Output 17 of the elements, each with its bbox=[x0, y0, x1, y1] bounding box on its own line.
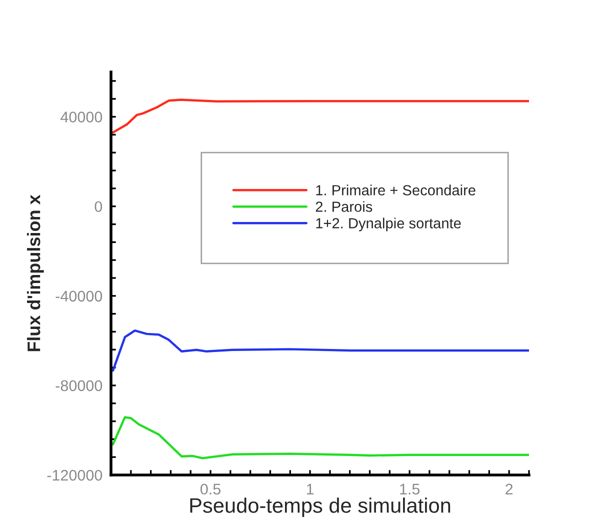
legend-label: 2. Parois bbox=[316, 201, 372, 212]
x-axis-title: Pseudo-temps de simulation bbox=[190, 498, 450, 517]
legend-label: 1. Primaire + Secondaire bbox=[316, 184, 476, 196]
x-tick-label: 1 bbox=[306, 484, 314, 494]
y-tick-label: 0 bbox=[94, 201, 102, 212]
y-tick-label: -80000 bbox=[56, 380, 102, 392]
y-axis-title: Flux d'impulsion x bbox=[26, 194, 44, 352]
y-tick-label: 40000 bbox=[60, 112, 102, 122]
x-tick-label: 0.5 bbox=[200, 484, 221, 495]
x-tick-label: 1.5 bbox=[400, 484, 420, 495]
x-tick-label: 2 bbox=[506, 484, 513, 494]
y-tick-label: -120000 bbox=[47, 470, 102, 481]
line-series bbox=[112, 416, 529, 460]
line-series bbox=[112, 329, 529, 372]
y-tick-label: -40000 bbox=[56, 290, 102, 302]
line-series bbox=[112, 98, 529, 134]
legend-label: 1+2. Dynalpie sortante bbox=[316, 218, 461, 232]
